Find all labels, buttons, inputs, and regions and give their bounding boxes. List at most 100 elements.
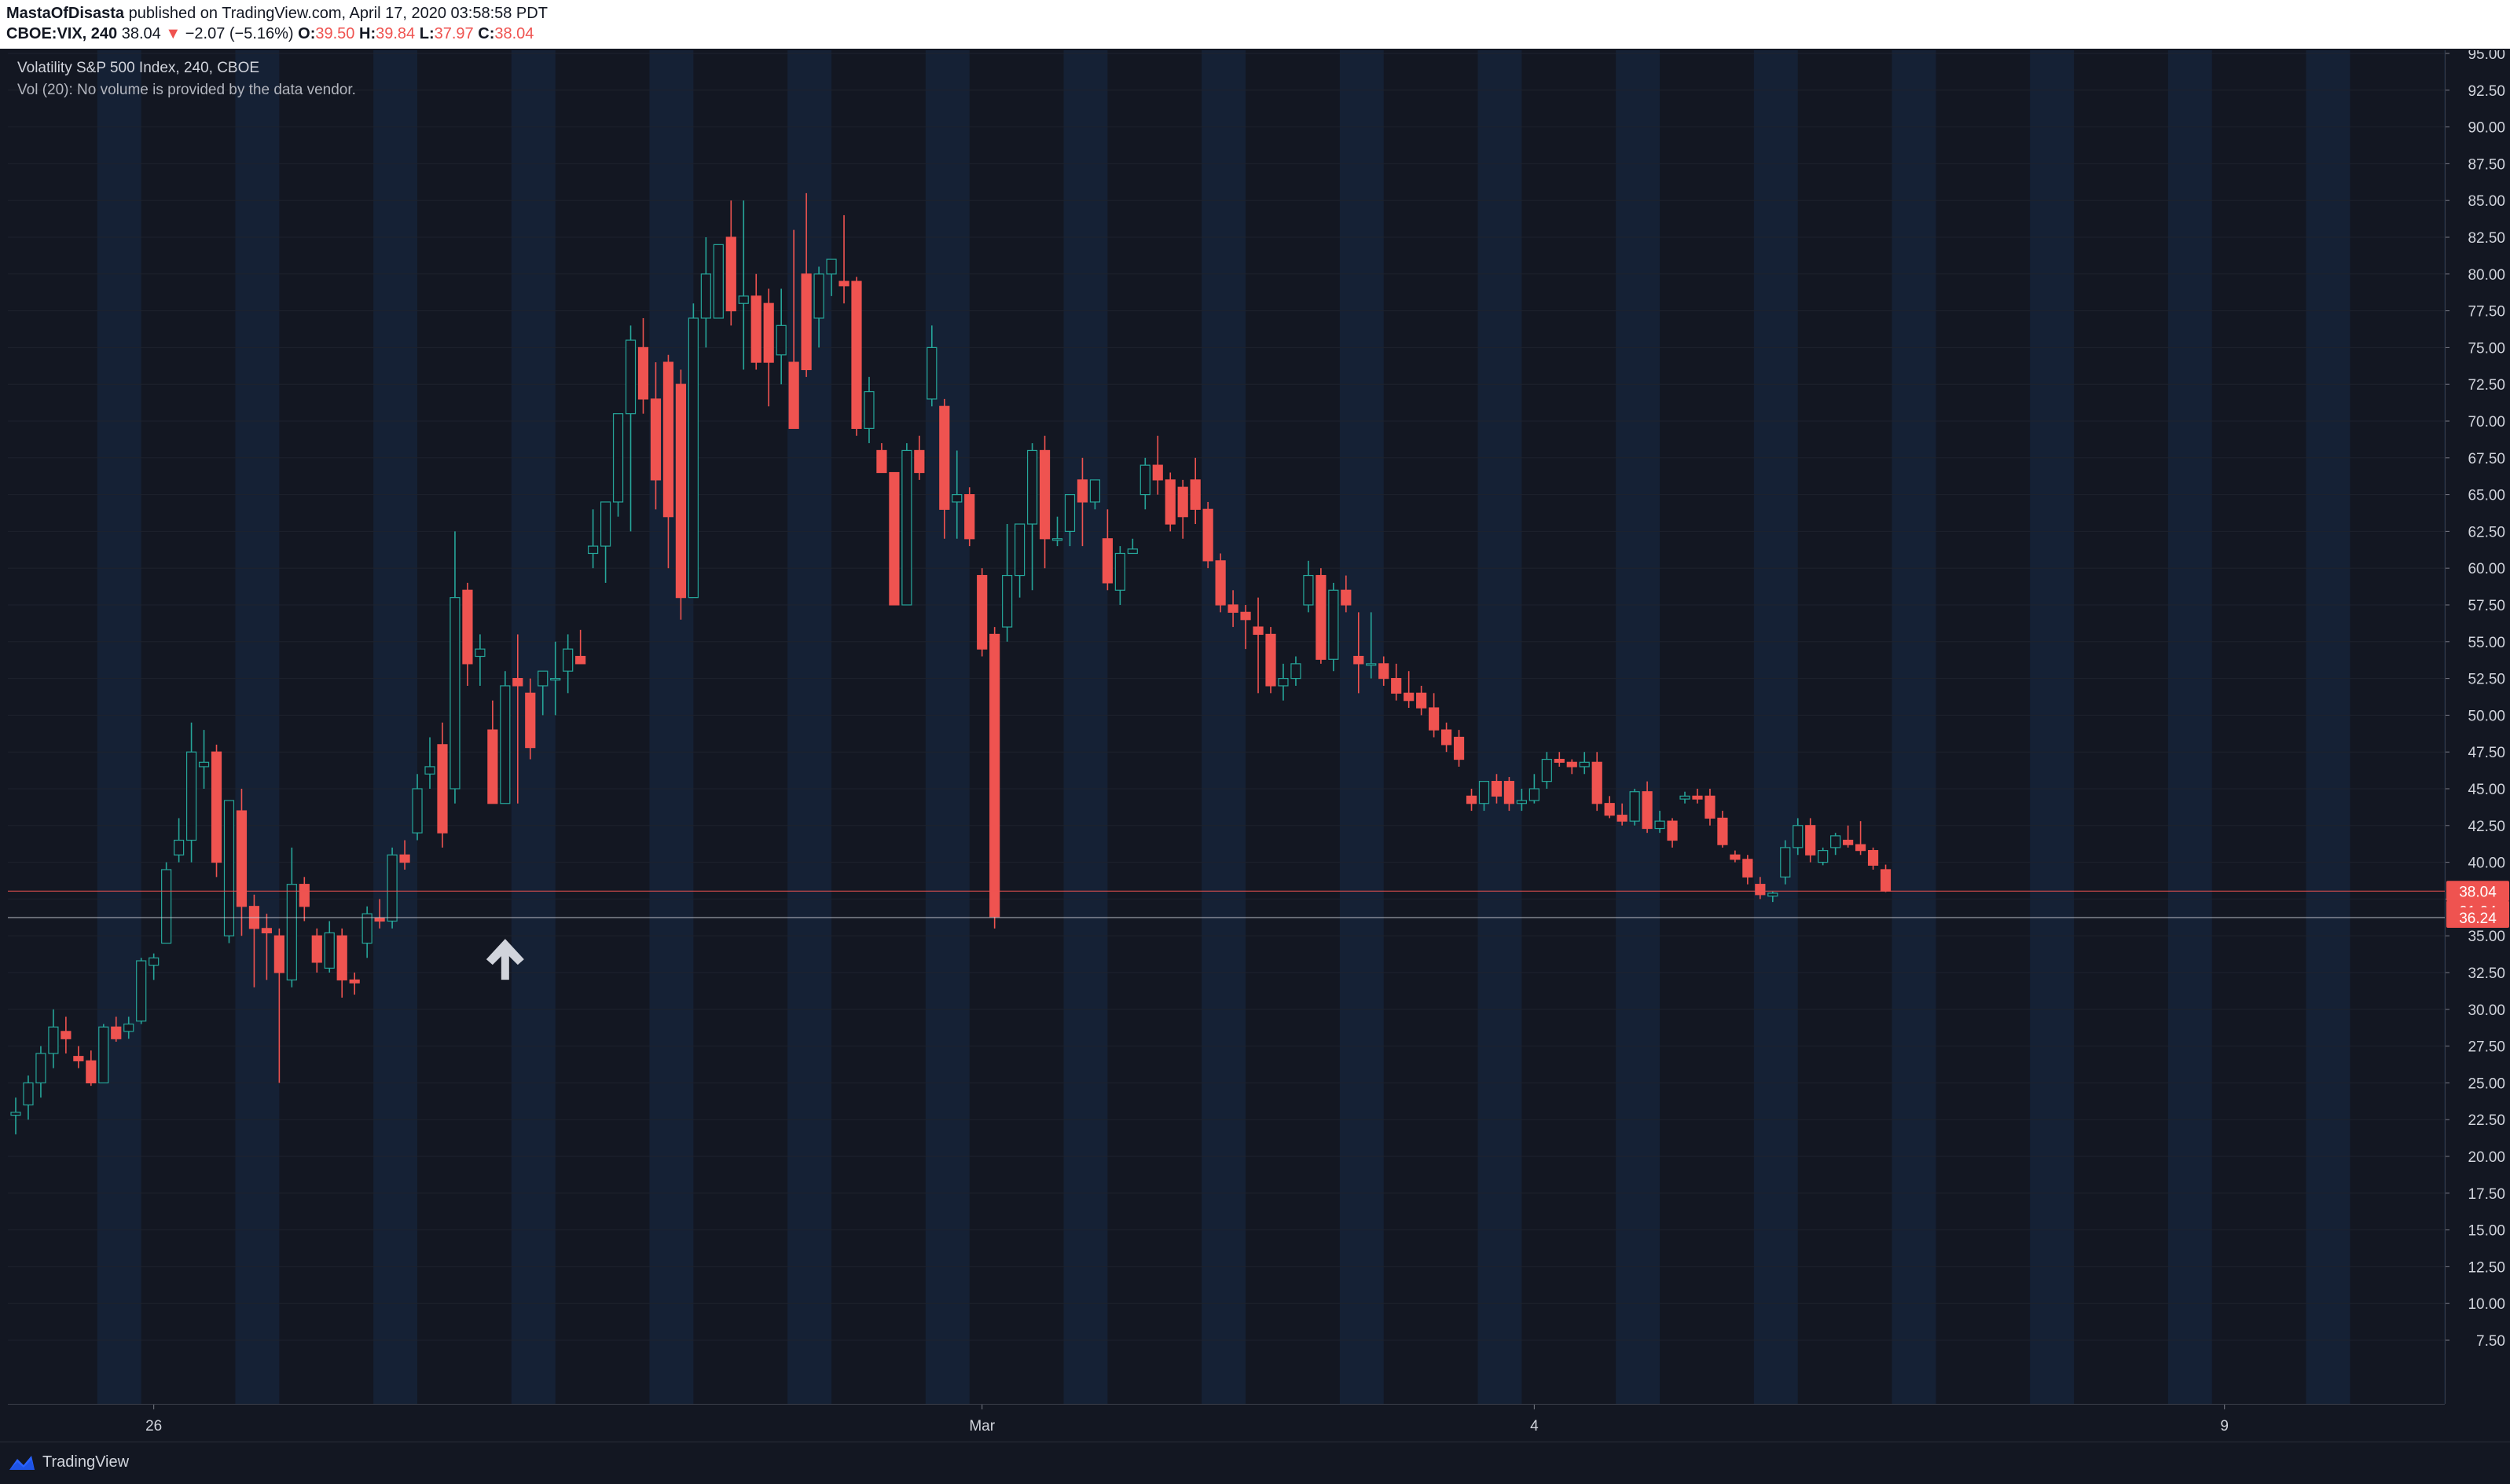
- price-tick-label: 30.00: [2468, 1002, 2505, 1019]
- candle-body: [952, 493, 963, 503]
- candle-down: [1177, 479, 1188, 539]
- candle-down: [111, 1017, 122, 1042]
- candle-body: [1114, 552, 1125, 591]
- time-axis-scale[interactable]: 26Mar49111618232530Apr681315202227: [8, 1405, 2445, 1442]
- price-tick-label: 40.00: [2468, 856, 2505, 872]
- candle-down: [839, 214, 850, 304]
- candlestick-chart[interactable]: [8, 50, 2445, 1404]
- candle-body: [650, 398, 662, 481]
- change-value: −2.07 (−5.16%): [185, 25, 294, 42]
- candle-up: [826, 258, 837, 296]
- candle-down: [1429, 693, 1440, 738]
- price-tick-label: 35.00: [2468, 929, 2505, 945]
- candle-body: [1077, 479, 1088, 503]
- candle-body: [1089, 479, 1101, 503]
- time-axis[interactable]: 26Mar49111618232530Apr681315202227: [8, 1404, 2445, 1442]
- candle-up: [700, 237, 711, 348]
- candle-up: [901, 443, 912, 606]
- price-tick-label: 15.00: [2468, 1223, 2505, 1240]
- author-name[interactable]: MastaOfDisasta: [6, 5, 125, 22]
- candle-down: [1316, 568, 1327, 664]
- candle-body: [98, 1026, 109, 1084]
- candle-body: [700, 273, 711, 319]
- candle-up: [10, 1097, 21, 1134]
- candle-body: [1478, 781, 1490, 804]
- candle-up: [927, 325, 938, 407]
- price-tick-label: 87.50: [2468, 156, 2505, 173]
- candle-down: [1039, 435, 1051, 569]
- candle-body: [725, 236, 736, 312]
- session-band: [2306, 50, 2350, 1404]
- candle-up: [1114, 546, 1125, 605]
- candle-up: [1328, 582, 1339, 672]
- candle-up: [475, 634, 486, 686]
- candle-body: [1642, 791, 1653, 830]
- candle-up: [1290, 656, 1301, 686]
- candle-body: [1440, 729, 1452, 746]
- candle-body: [412, 788, 423, 834]
- candle-body: [174, 839, 185, 856]
- candle-body: [1391, 677, 1402, 694]
- candle-down: [788, 229, 799, 429]
- candle-up: [1528, 774, 1539, 804]
- candle-down: [1843, 825, 1854, 848]
- candle-up: [361, 906, 372, 958]
- price-axis-scale[interactable]: 95.00 92.50 90.00 87.50 85.00 82.50 80.00 77.50…: [2446, 46, 2510, 1404]
- candle-body: [1541, 758, 1552, 782]
- price-axis[interactable]: 95.00 92.50 90.00 87.50 85.00 82.50 80.00 77.50…: [2445, 46, 2510, 1404]
- candle-up: [612, 413, 624, 517]
- price-tick-label: 12.50: [2468, 1259, 2505, 1276]
- candle-up: [198, 730, 210, 789]
- candle-up: [1303, 560, 1314, 613]
- candle-body: [1303, 574, 1314, 606]
- price-label-bg: [2446, 907, 2509, 928]
- price-tick-label: 10.00: [2468, 1296, 2505, 1313]
- candle-down: [211, 744, 222, 878]
- candle-body: [1679, 795, 1690, 800]
- candle-body: [776, 324, 787, 356]
- candle-down: [1503, 777, 1515, 812]
- candle-body: [1579, 761, 1590, 768]
- candle-body: [299, 884, 310, 907]
- candle-body: [1215, 560, 1226, 606]
- arrow-up-icon: [486, 939, 524, 980]
- published-text: published on TradingView.com, April 17, …: [128, 5, 548, 22]
- session-band: [373, 50, 418, 1404]
- candle-up: [1679, 791, 1690, 804]
- candle-body: [1341, 589, 1352, 606]
- candle-body: [1767, 892, 1778, 897]
- volume-note: Vol (20): No volume is provided by the d…: [17, 82, 356, 98]
- price-tick-label: 77.50: [2468, 304, 2505, 321]
- chart-plot-area[interactable]: Volatility S&P 500 Index, 240, CBOE Vol …: [8, 50, 2445, 1404]
- candle-down: [1265, 627, 1276, 694]
- candle-body: [1880, 869, 1892, 892]
- candle-body: [161, 869, 172, 944]
- candle-down: [399, 840, 410, 870]
- candle-body: [424, 766, 435, 775]
- candle-body: [927, 346, 938, 400]
- candle-body: [977, 574, 988, 650]
- candle-body: [738, 295, 749, 304]
- candle-body: [324, 932, 335, 969]
- candle-down: [462, 582, 473, 686]
- candle-body: [813, 273, 824, 319]
- session-band: [925, 50, 970, 1404]
- candle-body: [487, 729, 498, 804]
- candle-up: [1516, 789, 1528, 812]
- candle-up: [1002, 524, 1013, 642]
- candle-body: [801, 273, 812, 371]
- candle-down: [1416, 685, 1427, 716]
- candle-up: [1278, 663, 1289, 701]
- candle-body: [185, 751, 197, 841]
- candle-body: [399, 854, 410, 863]
- candle-down: [73, 1046, 84, 1068]
- candle-up: [952, 450, 963, 539]
- candle-down: [1880, 864, 1892, 892]
- price-label-level: 36.24: [2446, 907, 2509, 928]
- candle-body: [1102, 538, 1113, 584]
- candle-up: [1767, 892, 1778, 903]
- candle-down: [1341, 575, 1352, 613]
- tradingview-brand[interactable]: TradingView: [8, 1453, 129, 1471]
- candle-body: [1616, 815, 1627, 822]
- price-label-text: 36.24: [2459, 911, 2497, 927]
